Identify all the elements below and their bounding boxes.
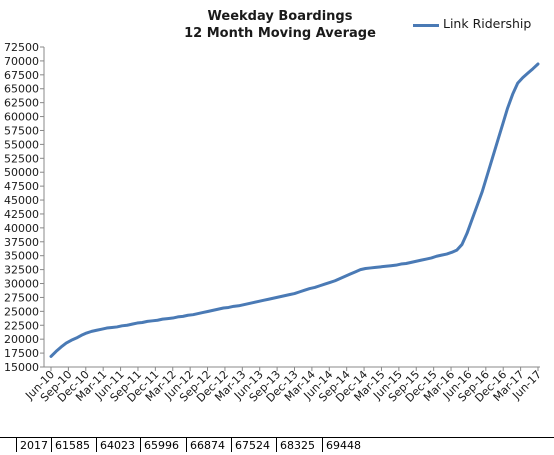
table-cell: 69448 [322,438,368,452]
table-cell: 65996 [140,438,186,452]
table-cell: 67524 [231,438,276,452]
y-tick-label: 55000 [4,138,39,151]
table-cell: 61585 [51,438,96,452]
y-tick-label: 72500 [4,41,39,54]
y-tick-label: 45000 [4,194,39,207]
y-tick-label: 27500 [4,291,39,304]
table-cell: 68325 [276,438,322,452]
y-tick-label: 50000 [4,166,39,179]
chart-title: Weekday Boardings [207,9,353,24]
y-tick-label: 65000 [4,83,39,96]
table-cell: 64023 [96,438,140,452]
chart-subtitle: 12 Month Moving Average [184,26,376,41]
y-tick-label: 62500 [4,97,39,110]
table-cell: 66874 [186,438,231,452]
legend-label-link-ridership: Link Ridership [443,16,532,31]
y-tick-label: 32500 [4,264,39,277]
y-tick-label: 52500 [4,152,39,165]
y-tick-label: 67500 [4,69,39,82]
series-line-link-ridership [49,62,540,358]
table-cell: 2017 [16,438,51,452]
y-tick-label: 25000 [4,305,39,318]
y-tick-label: 30000 [4,278,39,291]
y-tick-label: 60000 [4,111,39,124]
y-tick-label: 57500 [4,124,39,137]
y-tick-label: 15000 [4,361,39,374]
y-tick-label: 47500 [4,180,39,193]
y-tick-label: 22500 [4,319,39,332]
y-tick-label: 70000 [4,55,39,68]
y-tick-label: 42500 [4,208,39,221]
y-tick-label: 17500 [4,347,39,360]
legend-swatch-link-ridership [413,24,439,27]
y-tick-label: 35000 [4,250,39,263]
data-table-strip: 2017 61585 64023 65996 66874 67524 68325 69448 [0,437,554,452]
y-tick-label: 20000 [4,333,39,346]
y-tick-label: 40000 [4,222,39,235]
y-tick-label: 37500 [4,236,39,249]
